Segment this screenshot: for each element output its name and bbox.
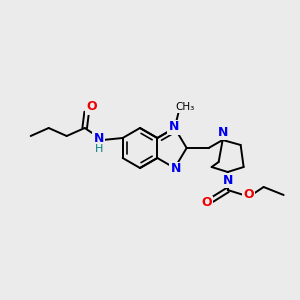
Text: O: O — [201, 196, 212, 209]
Text: O: O — [243, 188, 254, 202]
Text: N: N — [169, 121, 179, 134]
Text: H: H — [94, 144, 103, 154]
Text: N: N — [223, 173, 233, 187]
Text: N: N — [170, 163, 181, 176]
Text: N: N — [94, 133, 104, 146]
Text: CH₃: CH₃ — [175, 102, 194, 112]
Text: O: O — [86, 100, 97, 113]
Text: N: N — [218, 125, 228, 139]
